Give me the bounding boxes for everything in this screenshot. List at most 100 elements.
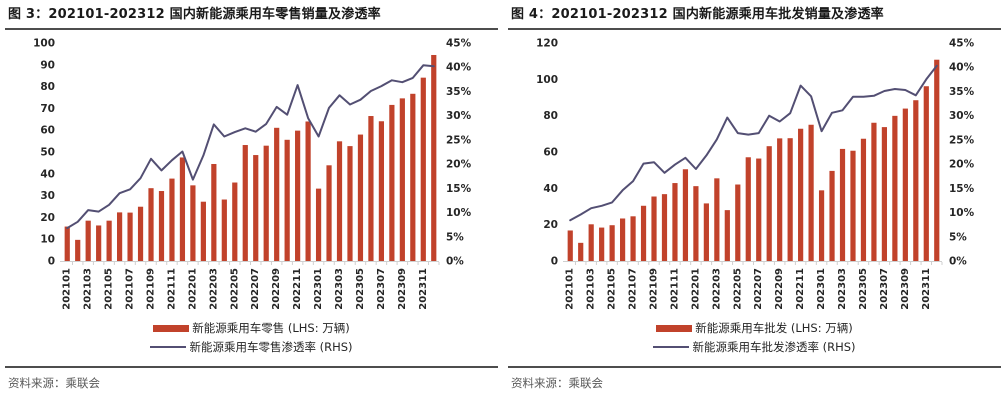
retail-chart-panel: 图 3：202101-202312 国内新能源乘用车零售销量及渗透率 0 10 20… (0, 0, 503, 414)
svg-text:90: 90 (40, 59, 55, 71)
svg-text:202301: 202301 (816, 268, 827, 310)
source-note: 资料来源：乘联会 (511, 376, 603, 390)
svg-text:100: 100 (33, 38, 55, 50)
svg-text:202107: 202107 (125, 268, 136, 310)
svg-text:202307: 202307 (376, 268, 387, 310)
svg-text:202205: 202205 (732, 268, 743, 310)
footer-divider (508, 366, 1001, 368)
svg-text:5%: 5% (949, 231, 967, 243)
svg-text:202109: 202109 (146, 268, 157, 310)
svg-text:202109: 202109 (649, 268, 660, 310)
svg-text:202205: 202205 (229, 268, 240, 310)
svg-text:202201: 202201 (690, 268, 701, 310)
svg-text:202303: 202303 (837, 268, 848, 310)
svg-text:35%: 35% (949, 86, 975, 98)
legend-label: 新能源乘用车批发渗透率 (RHS) (692, 340, 856, 354)
svg-text:40%: 40% (949, 62, 975, 74)
svg-text:40: 40 (40, 168, 55, 180)
svg-text:202105: 202105 (607, 268, 618, 310)
svg-text:202203: 202203 (208, 268, 219, 310)
svg-text:202211: 202211 (292, 268, 303, 310)
svg-text:80: 80 (543, 110, 558, 122)
bar-series-swatch-icon (656, 324, 693, 332)
legend-row-bar: 新能源乘用车零售 (LHS: 万辆) (153, 320, 350, 336)
svg-text:40: 40 (543, 183, 558, 195)
svg-text:202105: 202105 (104, 268, 115, 310)
svg-text:100: 100 (536, 74, 558, 86)
svg-text:202305: 202305 (858, 268, 869, 310)
svg-text:15%: 15% (446, 183, 472, 195)
svg-text:5%: 5% (446, 231, 464, 243)
title-divider (508, 28, 1001, 30)
svg-text:202303: 202303 (334, 268, 345, 310)
retail-sales-penetration-chart: 0 10 20 30 40 50 60 70 80 90 100 0% 5% 10% 15% 20% 25% 30… (33, 38, 472, 310)
svg-text:202207: 202207 (250, 268, 261, 310)
line-series-swatch-icon (653, 345, 690, 349)
svg-text:202301: 202301 (313, 268, 324, 310)
svg-text:30%: 30% (949, 110, 975, 122)
svg-text:0: 0 (551, 256, 558, 268)
svg-text:202211: 202211 (795, 268, 806, 310)
svg-text:202309: 202309 (397, 268, 408, 310)
svg-text:70: 70 (40, 103, 55, 115)
source-note: 资料来源：乘联会 (8, 376, 100, 390)
svg-text:60: 60 (543, 147, 558, 159)
wholesale-chart-panel: 图 4：202101-202312 国内新能源乘用车批发销量及渗透率 0 20 40… (503, 0, 1006, 414)
wholesale-sales-penetration-chart: 0 20 40 60 80 100 120 0% 5% 10% 15% 20% 25% 30% 35% 40%… (536, 38, 975, 310)
svg-text:25%: 25% (446, 134, 472, 146)
chart-title: 图 3：202101-202312 国内新能源乘用车零售销量及渗透率 (8, 7, 381, 22)
svg-text:0%: 0% (446, 256, 464, 268)
svg-text:20: 20 (543, 219, 558, 231)
footer-divider (5, 366, 498, 368)
line-series-swatch-icon (150, 345, 187, 349)
svg-text:202103: 202103 (83, 268, 94, 310)
bar-series-swatch-icon (153, 324, 190, 332)
svg-text:0: 0 (48, 256, 55, 268)
svg-text:202209: 202209 (271, 268, 282, 310)
svg-text:40%: 40% (446, 62, 472, 74)
svg-text:202101: 202101 (565, 268, 576, 310)
svg-text:202307: 202307 (879, 268, 890, 310)
svg-text:10%: 10% (446, 207, 472, 219)
svg-text:80: 80 (40, 81, 55, 93)
legend-row-line: 新能源乘用车批发渗透率 (RHS) (653, 339, 856, 355)
svg-text:202111: 202111 (669, 268, 680, 310)
svg-text:30%: 30% (446, 110, 472, 122)
svg-text:30: 30 (40, 190, 55, 202)
svg-text:20%: 20% (949, 159, 975, 171)
svg-text:202305: 202305 (355, 268, 366, 310)
svg-text:202311: 202311 (418, 268, 429, 310)
legend-row-bar: 新能源乘用车批发 (LHS: 万辆) (656, 320, 853, 336)
svg-text:10: 10 (40, 234, 55, 246)
svg-text:202103: 202103 (586, 268, 597, 310)
svg-text:0%: 0% (949, 256, 967, 268)
svg-text:120: 120 (536, 38, 558, 50)
svg-text:10%: 10% (949, 207, 975, 219)
title-divider (5, 28, 498, 30)
svg-text:15%: 15% (949, 183, 975, 195)
svg-text:202309: 202309 (900, 268, 911, 310)
svg-text:202107: 202107 (628, 268, 639, 310)
svg-text:202209: 202209 (774, 268, 785, 310)
legend-label: 新能源乘用车零售 (LHS: 万辆) (192, 321, 350, 335)
chart-title: 图 4：202101-202312 国内新能源乘用车批发销量及渗透率 (511, 7, 884, 22)
legend-label: 新能源乘用车批发 (LHS: 万辆) (695, 321, 853, 335)
svg-text:202311: 202311 (921, 268, 932, 310)
svg-text:50: 50 (40, 147, 55, 159)
svg-text:202203: 202203 (711, 268, 722, 310)
legend-row-line: 新能源乘用车零售渗透率 (RHS) (150, 339, 353, 355)
svg-text:202207: 202207 (753, 268, 764, 310)
svg-text:202201: 202201 (187, 268, 198, 310)
svg-text:45%: 45% (446, 38, 472, 50)
svg-text:202111: 202111 (166, 268, 177, 310)
svg-text:60: 60 (40, 125, 55, 137)
svg-text:202101: 202101 (62, 268, 73, 310)
legend: 新能源乘用车批发 (LHS: 万辆) 新能源乘用车批发渗透率 (RHS) (505, 320, 1004, 355)
svg-text:35%: 35% (446, 86, 472, 98)
svg-text:20: 20 (40, 212, 55, 224)
legend-label: 新能源乘用车零售渗透率 (RHS) (189, 340, 353, 354)
svg-text:45%: 45% (949, 38, 975, 50)
svg-text:25%: 25% (949, 134, 975, 146)
legend: 新能源乘用车零售 (LHS: 万辆) 新能源乘用车零售渗透率 (RHS) (2, 320, 501, 355)
